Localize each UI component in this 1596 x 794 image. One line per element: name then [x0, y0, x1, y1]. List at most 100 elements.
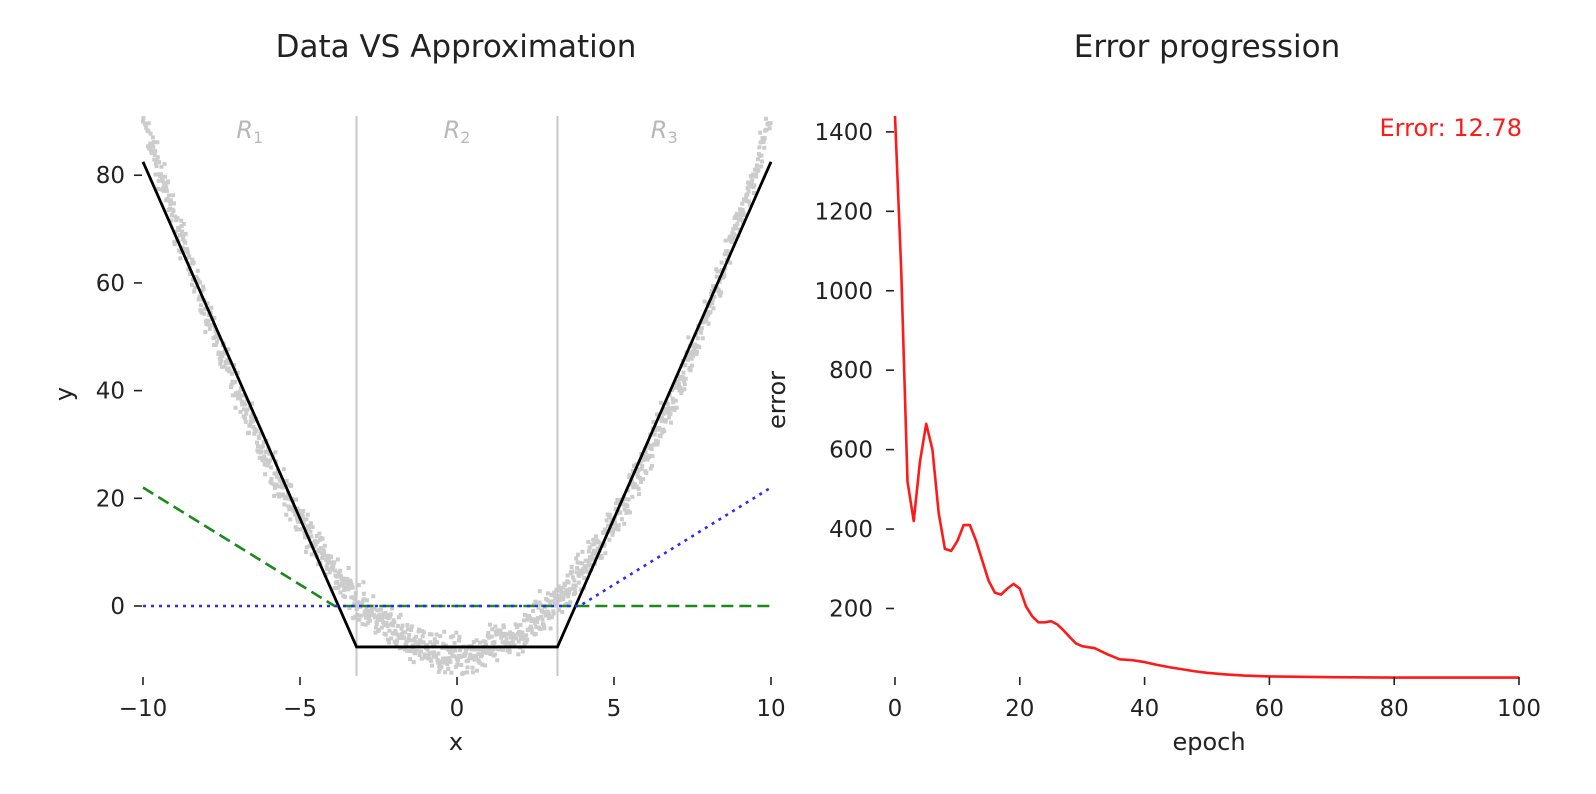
scatter-point [692, 346, 697, 351]
scatter-point [702, 299, 707, 304]
scatter-point [508, 630, 513, 635]
scatter-point [533, 631, 538, 636]
scatter-point [190, 257, 195, 262]
region-label: R2 [444, 116, 471, 147]
scatter-point [436, 651, 441, 656]
scatter-point [706, 321, 711, 326]
scatter-point [411, 646, 416, 651]
scatter-point [551, 611, 556, 616]
scatter-point [465, 670, 470, 675]
scatter-point [606, 515, 611, 520]
scatter-point [470, 665, 475, 670]
scatter-point [614, 524, 619, 529]
scatter-point [648, 466, 653, 471]
scatter-point [513, 633, 518, 638]
scatter-point [547, 599, 552, 604]
scatter-point [731, 226, 736, 231]
scatter-point [667, 415, 672, 420]
scatter-point [425, 647, 430, 652]
scatter-point [281, 467, 286, 472]
scatter-point [760, 159, 765, 164]
scatter-point [713, 288, 718, 293]
scatter-point [224, 361, 229, 366]
scatter-point [493, 629, 498, 634]
scatter-point [674, 385, 679, 390]
scatter-point [387, 628, 392, 633]
scatter-point [618, 510, 623, 515]
x-axis-label: epoch [1172, 728, 1245, 756]
scatter-point [362, 609, 367, 614]
scatter-point [396, 615, 401, 620]
scatter-point [649, 443, 654, 448]
scatter-point [341, 576, 346, 581]
scatter-point [710, 297, 715, 302]
scatter-point [297, 508, 302, 513]
scatter-point [300, 514, 305, 519]
x-tick-label: 10 [756, 696, 785, 722]
scatter-point [612, 526, 617, 531]
scatter-point [147, 143, 152, 148]
scatter-point [312, 538, 317, 543]
scatter-point [443, 670, 448, 675]
scatter-point [282, 502, 287, 507]
scatter-point [285, 496, 290, 501]
scatter-point [593, 549, 598, 554]
scatter-point [644, 455, 649, 460]
scatter-point [492, 652, 497, 657]
scatter-point [659, 400, 664, 405]
scatter-point [545, 591, 550, 596]
scatter-point [448, 650, 453, 655]
scatter-point [402, 635, 407, 640]
scatter-point [574, 570, 579, 575]
approximation-lines [141, 161, 773, 649]
scatter-point [537, 589, 542, 594]
scatter-point [573, 583, 578, 588]
scatter-point [550, 599, 555, 604]
scatter-point [682, 387, 687, 392]
scatter-point [688, 366, 693, 371]
scatter-point [306, 527, 311, 532]
scatter-point [287, 507, 292, 512]
scatter-point [330, 567, 335, 572]
scatter-point [377, 627, 382, 632]
scatter-point [196, 297, 201, 302]
scatter-point [670, 388, 675, 393]
scatter-point [320, 536, 325, 541]
scatter-point [413, 651, 418, 656]
scatter-point [751, 172, 756, 177]
scatter-point [442, 660, 447, 665]
scatter-point [310, 525, 315, 530]
scatter-point [605, 512, 610, 517]
scatter-point [536, 605, 541, 610]
scatter-point [202, 311, 207, 316]
scatter-point [152, 157, 157, 162]
scatter-point [147, 146, 152, 151]
scatter-point [266, 460, 271, 465]
scatter-point [681, 378, 686, 383]
scatter-point [675, 380, 680, 385]
y-tick-label: 800 [829, 358, 873, 384]
scatter-point [453, 648, 458, 653]
scatter-point [476, 652, 481, 657]
scatter-point [699, 326, 704, 331]
scatter-point [302, 517, 307, 522]
scatter-point [480, 662, 485, 667]
scatter-point [580, 570, 585, 575]
scatter-point [668, 411, 673, 416]
scatter-point [543, 613, 548, 618]
scatter-point [709, 289, 714, 294]
scatter-point [556, 584, 561, 589]
scatter-point [230, 393, 235, 398]
scatter-point [380, 617, 385, 622]
scatter-point [679, 390, 684, 395]
scatter-point [216, 350, 221, 355]
scatter-point [592, 541, 597, 546]
scatter-point [585, 558, 590, 563]
scatter-point [587, 545, 592, 550]
scatter-point [695, 336, 700, 341]
scatter-point [603, 551, 608, 556]
scatter-point [148, 131, 153, 136]
scatter-point [629, 479, 634, 484]
scatter-point [375, 617, 380, 622]
scatter-point [408, 627, 413, 632]
